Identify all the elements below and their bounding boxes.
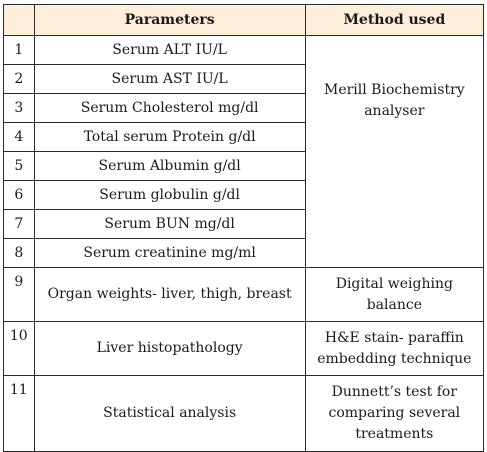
row-number: 8: [3, 238, 35, 268]
row-method: H&E stain- paraffin embedding technique: [304, 321, 485, 376]
row-method-merged: Merill Biochemistry analyser: [304, 35, 485, 268]
table-row: 1 Serum ALT IU/L Merill Biochemistry ana…: [3, 35, 485, 268]
table-row: 6 Serum globulin g/dl: [3, 180, 484, 210]
row-number: 7: [3, 209, 35, 239]
table-row: 7 Serum BUN mg/dl: [3, 209, 484, 239]
row-number: 3: [3, 93, 35, 123]
row-number: 6: [3, 180, 35, 210]
header-method: Method used: [304, 4, 485, 36]
header-number: [3, 4, 35, 36]
row-parameter: Total serum Protein g/dl: [33, 122, 306, 152]
row-method: Digital weighing balance: [304, 267, 485, 322]
row-parameter: Statistical analysis: [33, 375, 306, 452]
table-row: 9 Organ weights- liver, thigh, breast Di…: [3, 267, 485, 322]
header-parameters: Parameters: [33, 4, 306, 36]
table-row: 5 Serum Albumin g/dl: [3, 151, 484, 181]
table-row: 3 Serum Cholesterol mg/dl: [3, 93, 484, 123]
row-number: 10: [3, 321, 35, 376]
row-number: 11: [3, 375, 35, 452]
row-parameter: Serum Albumin g/dl: [33, 151, 306, 181]
row-parameter: Serum Cholesterol mg/dl: [33, 93, 306, 123]
table-row: 4 Total serum Protein g/dl: [3, 122, 484, 152]
table-row: 10 Liver histopathology H&E stain- paraf…: [3, 321, 485, 376]
row-number: 2: [3, 64, 35, 94]
row-parameter: Serum creatinine mg/ml: [33, 238, 306, 268]
row-parameter: Serum AST IU/L: [33, 64, 306, 94]
table-row: 8 Serum creatinine mg/ml: [3, 238, 484, 268]
parameters-table: Parameters Method used 1 Serum ALT IU/L …: [3, 4, 485, 452]
row-parameter: Liver histopathology: [33, 321, 306, 376]
row-number: 9: [3, 267, 35, 322]
method-biochemistry: Merill Biochemistry analyser: [323, 82, 465, 119]
row-parameter: Serum globulin g/dl: [33, 180, 306, 210]
table-row: 11 Statistical analysis Dunnett’s test f…: [3, 375, 485, 452]
row-number: 5: [3, 151, 35, 181]
row-parameter: Serum ALT IU/L: [33, 35, 306, 65]
row-parameter: Organ weights- liver, thigh, breast: [33, 267, 306, 322]
row-number: 4: [3, 122, 35, 152]
row-parameter: Serum BUN mg/dl: [33, 209, 306, 239]
row-number: 1: [3, 35, 35, 65]
header-row: Parameters Method used: [3, 4, 485, 36]
row-method: Dunnett’s test for comparing several tre…: [304, 375, 485, 452]
